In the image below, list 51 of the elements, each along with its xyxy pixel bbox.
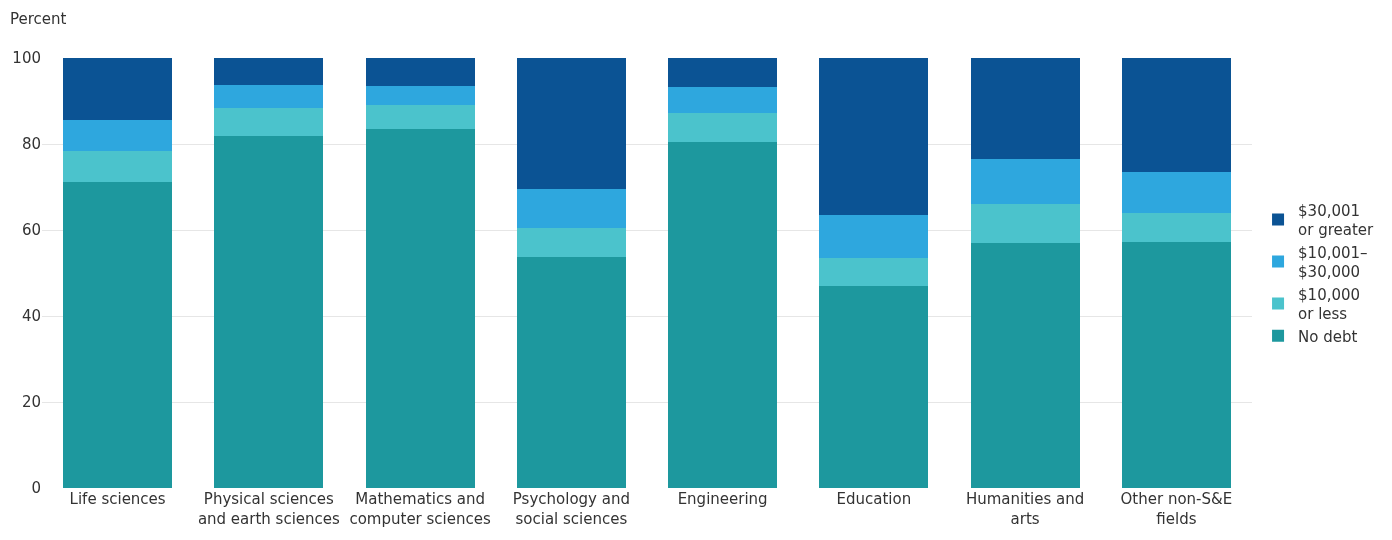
bar	[668, 142, 778, 488]
bar	[1121, 242, 1231, 488]
x-tick-label: Humanities and arts	[965, 490, 1085, 528]
bar	[365, 58, 475, 87]
bar	[63, 150, 173, 182]
bar	[63, 181, 173, 488]
bar	[668, 112, 778, 143]
bar	[365, 86, 475, 105]
y-tick-label: 20	[21, 393, 41, 412]
y-axis-title: Percent	[10, 10, 67, 28]
bar	[365, 104, 475, 129]
legend-label: $10,001–$30,000	[1298, 243, 1368, 282]
bar	[214, 58, 324, 85]
bar	[1121, 58, 1231, 172]
x-tick-label: Engineering	[677, 490, 768, 508]
y-tick-label: 80	[21, 135, 41, 154]
y-tick-label: 60	[21, 221, 41, 240]
x-tick-label: Mathematics and computer sciences	[349, 490, 491, 528]
y-tick-label: 100	[12, 49, 41, 68]
x-tick-label: Physical sciences and earth sciences	[197, 490, 341, 528]
bar	[214, 135, 324, 488]
legend-label: No debt	[1298, 327, 1358, 346]
bar	[970, 242, 1080, 488]
bar	[970, 58, 1080, 160]
y-tick-label: 40	[21, 307, 41, 326]
bar	[63, 58, 173, 120]
bar	[970, 204, 1080, 243]
bar	[819, 58, 929, 215]
x-tick-label: Life sciences	[69, 490, 166, 508]
bar	[63, 119, 173, 151]
bar	[214, 107, 324, 136]
x-tick-label: Other non-S&E fields	[1120, 490, 1233, 528]
bar	[516, 227, 626, 258]
bar	[516, 257, 626, 488]
bar	[214, 84, 324, 108]
bar	[970, 159, 1080, 205]
legend-label: $30,001 or greater	[1298, 201, 1375, 240]
x-tick-label: Education	[836, 490, 912, 508]
y-tick-label: 0	[31, 479, 41, 498]
bar	[819, 257, 929, 286]
bar	[1121, 171, 1231, 214]
bar	[819, 285, 929, 488]
bar	[819, 214, 929, 258]
x-tick-label: Psychology and social sciences	[512, 490, 630, 528]
bar	[516, 58, 626, 189]
bar	[365, 128, 475, 488]
legend-label: $10,000 or less	[1298, 285, 1361, 324]
bar	[668, 58, 778, 87]
bar	[1121, 213, 1231, 243]
bar	[668, 86, 778, 113]
bar	[516, 188, 626, 228]
